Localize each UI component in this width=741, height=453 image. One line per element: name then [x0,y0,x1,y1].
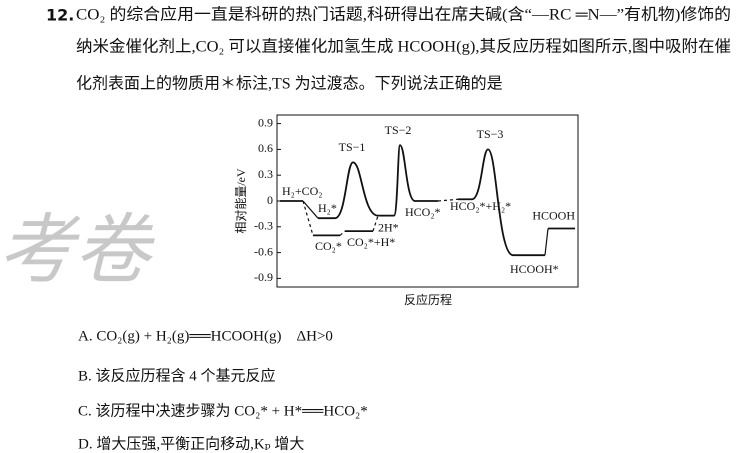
state-label: CO₂*+H* [347,235,395,249]
state-label: H₂+CO₂ [282,184,322,198]
connector [302,200,319,219]
state-label: 2H* [378,220,399,234]
option: A. CO₂(g) + H₂(g)══HCOOH(g) ΔH>0 [78,328,333,344]
question-line: CO₂ 的综合应用一直是科研的热门话题,科研得出在席夫碱(含“—RC ═N—”有… [76,5,731,24]
state-label: CO₂* [315,239,342,253]
state-label: TS−1 [339,140,366,154]
state-label: HCOOH [532,208,575,222]
option: C. 该历程中决速步骤为 CO₂* + H*══HCO₂* [78,402,368,419]
option: B. 该反应历程含 4 个基元反应 [78,366,276,384]
state-label: TS−2 [385,123,412,137]
connector [339,230,346,236]
question-line: 化剂表面上的物质用＊标注,TS 为过渡态。下列说法正确的是 [76,75,503,93]
watermark: 考卷 [0,205,155,294]
transition-curve [334,161,379,220]
connector [544,228,549,256]
state-label: TS−3 [477,127,504,141]
y-tick-label: -0.6 [254,244,273,258]
state-label: H₂* [318,201,337,215]
state-label: HCOOH* [510,262,559,276]
connector [372,215,379,232]
x-axis-label: 反应历程 [404,292,452,307]
y-tick-label: 0.9 [258,115,273,129]
transition-curve [393,144,416,217]
y-tick-label: -0.9 [254,270,273,284]
state-label: HCO₂*+H₂* [450,199,511,213]
y-tick-label: -0.3 [254,219,273,233]
option: D. 增大压强,平衡正向移动,Kₚ 增大 [78,435,304,452]
y-tick-label: 0.3 [258,167,273,181]
y-axis-label: 相对能量/eV [234,168,248,234]
question-number: 12. [46,6,74,25]
transition-curve [471,148,514,257]
state-label: HCO₂* [405,205,441,219]
y-tick-label: 0 [267,193,273,207]
question-line: 纳米金催化剂上,CO₂ 可以直接催化加氢生成 HCOOH(g),其反应历程如图所… [76,37,731,56]
y-tick-label: 0.6 [258,141,273,155]
